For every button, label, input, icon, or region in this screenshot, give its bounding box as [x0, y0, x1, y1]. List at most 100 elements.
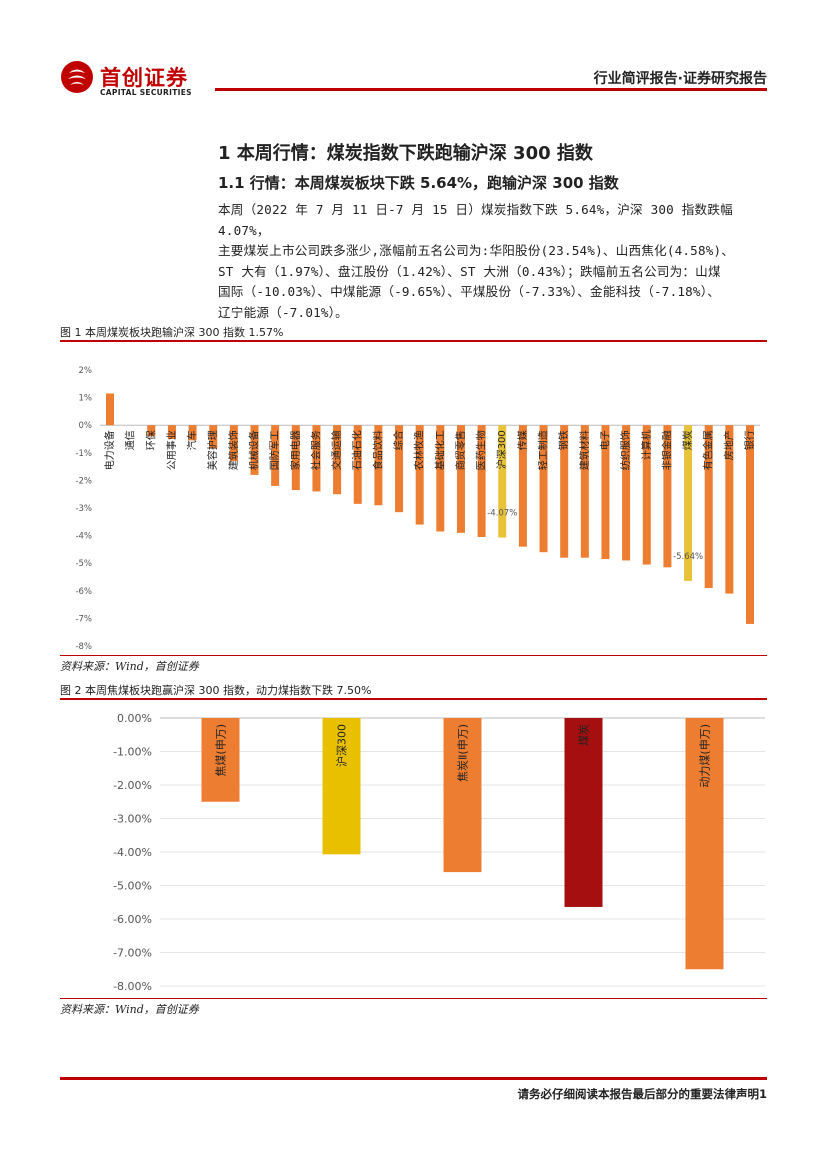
y-tick-label: -3.00%: [113, 813, 152, 826]
category-label: 商贸零售: [454, 430, 467, 470]
bar: [622, 425, 631, 561]
category-label: 焦炭Ⅱ(申万): [457, 724, 470, 782]
footer: 请务必仔细阅读本报告最后部分的重要法律声明1: [517, 1086, 767, 1102]
figure1-caption: 图 1 本周煤炭板块跑输沪深 300 指数 1.57%: [60, 326, 284, 339]
bar: [443, 718, 482, 873]
category-label: 公用事业: [165, 430, 178, 470]
category-label: 机械设备: [248, 430, 261, 470]
body-paragraph: 本周（2022 年 7 月 11 日-7 月 15 日）煤炭指数下跌 5.64%…: [218, 200, 778, 323]
y-tick-label: -6%: [75, 587, 92, 597]
category-label: 综合: [392, 430, 405, 450]
y-tick-label: -2.00%: [113, 779, 152, 792]
figure1-source: 资料来源：Wind，首创证券: [60, 660, 199, 673]
category-label: 电子: [598, 430, 611, 450]
y-tick-label: -8.00%: [113, 980, 152, 993]
category-label: 煤炭: [578, 724, 591, 746]
category-label: 房地产: [722, 430, 735, 460]
bar: [601, 425, 610, 560]
data-label: -4.07%: [487, 509, 517, 519]
y-tick-label: -4.00%: [113, 846, 152, 859]
bar: [663, 425, 672, 568]
y-tick-label: -5.00%: [113, 880, 152, 893]
y-tick-label: -6.00%: [113, 913, 152, 926]
category-label: 动力煤(申万): [699, 724, 712, 788]
category-label: 焦煤(申万): [215, 724, 228, 777]
bar: [250, 425, 259, 475]
paragraph-line: 本周（2022 年 7 月 11 日-7 月 15 日）煤炭指数下跌 5.64%…: [218, 202, 733, 238]
category-label: 家用电器: [289, 430, 302, 470]
report-type: 行业简评报告·证券研究报告: [593, 71, 767, 87]
bar: [201, 718, 240, 802]
page-number: 1: [758, 1087, 767, 1101]
y-tick-label: -1%: [75, 449, 92, 459]
bar: [312, 425, 321, 492]
bar: [353, 425, 362, 504]
logo-cn: 首创证券: [100, 66, 188, 90]
category-label: 通信: [125, 430, 137, 450]
y-tick-label: -5%: [75, 559, 92, 569]
category-label: 传媒: [517, 430, 529, 450]
category-label: 交通运输: [330, 430, 343, 470]
figure1-top-rule: [60, 340, 767, 342]
y-tick-label: 0%: [79, 421, 93, 431]
bar: [229, 425, 238, 462]
category-label: 基础化工: [433, 430, 446, 470]
bar: [560, 425, 569, 558]
category-label: 非银金融: [660, 430, 673, 470]
paragraph-line: 辽宁能源（-7.01%）。: [218, 304, 348, 320]
category-label: 有色金属: [702, 430, 715, 470]
paragraph-line: 国际（-10.03%）、中煤能源（-9.65%）、平煤股份（-7.33%）、金能…: [218, 284, 720, 299]
paragraph-line: 主要煤炭上市公司跌多涨少,涨幅前五名公司为:华阳股份(23.54%)、山西焦化(…: [218, 243, 735, 258]
category-label: 沪深300: [335, 724, 349, 767]
bar: [322, 718, 361, 855]
category-label: 农林牧渔: [413, 430, 426, 470]
bar: [415, 425, 424, 525]
logo-en: CAPITAL SECURITIES: [100, 88, 192, 97]
figure2-source: 资料来源：Wind，首创证券: [60, 1003, 199, 1016]
bar: [685, 718, 724, 970]
category-label: 建筑装饰: [227, 430, 240, 470]
y-tick-label: -2%: [75, 476, 92, 486]
y-tick-label: 0.00%: [117, 712, 152, 725]
category-label: 钢铁: [557, 430, 570, 450]
bar: [106, 393, 114, 426]
category-label: 轻工制造: [537, 430, 550, 470]
bar: [684, 425, 693, 581]
category-label: 纺织服饰: [619, 430, 632, 470]
bar: [271, 425, 280, 486]
bar: [188, 425, 197, 441]
section-heading: 1 本周行情：煤炭指数下跌跑输沪深 300 指数: [218, 143, 593, 164]
category-label: 建筑材料: [578, 430, 591, 470]
category-label: 沪深300: [495, 430, 508, 469]
category-label: 医药生物: [475, 430, 488, 470]
bar: [291, 425, 300, 491]
figure1-bottom-rule: [60, 655, 767, 656]
figure1-chart: 2% 1% 0% -1% -2% -3% -4% -5% -6% -7% -8% 电力设备 通信 环保 公用…: [75, 366, 760, 652]
data-label: -5.64%: [673, 552, 703, 562]
logo-icon: [61, 61, 93, 93]
category-label: 食品饮料: [371, 430, 384, 470]
category-label: 银行: [743, 430, 756, 450]
category-label: 美容护理: [206, 430, 219, 470]
bar: [333, 425, 342, 495]
category-label: 社会服务: [309, 430, 322, 470]
y-tick-label: -7.00%: [113, 947, 152, 960]
category-label: 汽车: [186, 430, 199, 450]
y-tick-label: 2%: [79, 366, 93, 376]
figure2-bottom-rule: [60, 998, 767, 999]
y-tick-label: 1%: [79, 394, 93, 404]
footer-disclaimer: 请务必仔细阅读本报告最后部分的重要法律声明: [517, 1087, 759, 1101]
footer-rule: [60, 1077, 767, 1080]
y-tick-label: -4%: [75, 532, 92, 542]
bar: [147, 425, 156, 437]
y-tick-label: -1.00%: [113, 746, 152, 759]
category-label: 环保: [144, 430, 157, 450]
bar: [746, 425, 754, 624]
header-rule: [215, 88, 767, 91]
y-tick-label: -8%: [75, 642, 92, 652]
bar: [642, 425, 651, 565]
category-label: 煤炭: [681, 430, 694, 450]
category-label: 电力设备: [103, 430, 116, 470]
bar: [456, 425, 465, 533]
bar: [436, 425, 445, 532]
